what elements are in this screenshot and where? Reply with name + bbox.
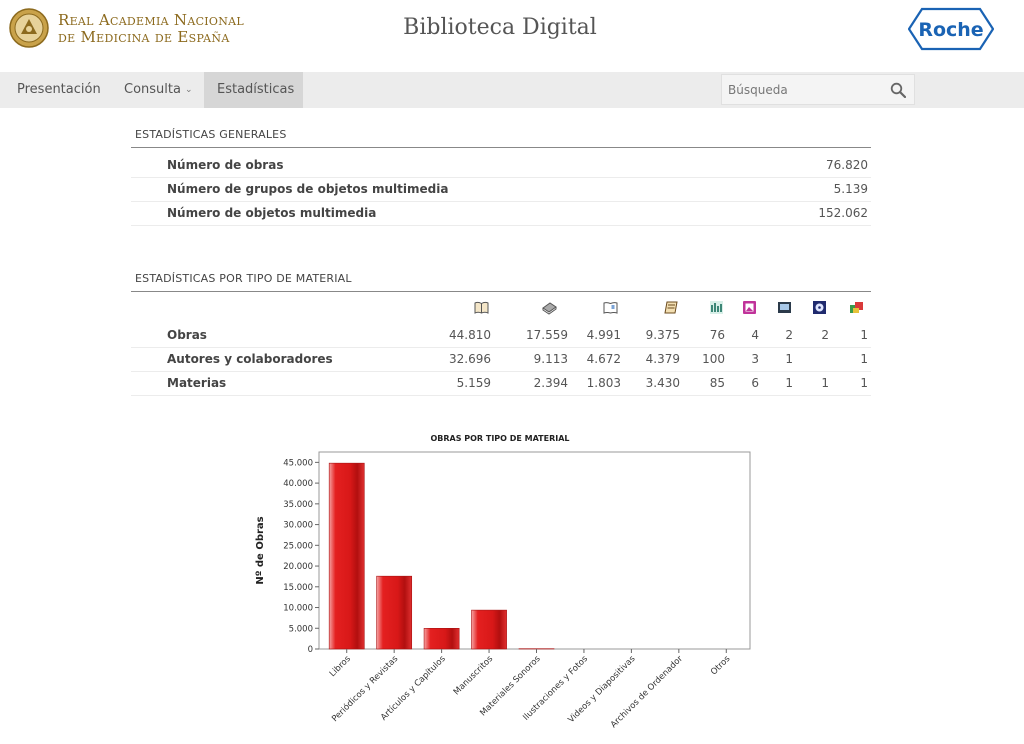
x-tick-label: Otros [709,654,733,678]
material-cell: 100 [702,352,725,366]
nav-item-label: Consulta [124,82,181,97]
material-icons-header [422,296,871,322]
bar [376,575,413,650]
divider [131,291,871,292]
stats-row-label: Número de obras [167,158,284,172]
x-tick-label: Libros [328,654,353,679]
material-cell: 4.672 [586,352,621,366]
y-tick-label: 5.000 [289,624,313,634]
bar [423,628,460,650]
material-cell: 1 [785,352,793,366]
nav-item-label: Estadísticas [217,82,295,97]
roche-logo-text: Roche [918,19,983,41]
y-tick-label: 40.000 [283,479,313,489]
divider [131,147,871,148]
y-axis-label: Nº de Obras [255,516,266,584]
material-cell: 4 [751,328,759,342]
material-cell: 32.696 [449,352,491,366]
site-header: Real Academia Nacional de Medicina de Es… [0,0,1024,72]
material-cell: 6 [751,376,759,390]
chart-title: OBRAS POR TIPO DE MATERIAL [430,434,570,443]
x-tick-label: Manuscritos [452,654,496,698]
material-cell: 44.810 [449,328,491,342]
material-stats-title: ESTADÍSTICAS POR TIPO DE MATERIAL [135,272,352,285]
nav-item-label: Presentación [17,82,101,97]
stats-row-label: Número de grupos de objetos multimedia [167,182,449,196]
roche-logo[interactable]: Roche [908,7,994,51]
stats-row: Número de objetos multimedia 152.062 [131,201,871,226]
material-row: Autores y colaboradores 32.696 9.113 4.6… [131,347,871,372]
y-tick-label: 30.000 [283,521,313,531]
search-icon[interactable] [890,82,906,98]
nav-item-presentacion[interactable]: Presentación [4,72,114,108]
academy-name-line2: de Medicina de España [58,28,230,46]
y-tick-label: 35.000 [283,500,313,510]
material-cell: 5.159 [456,376,491,390]
material-cell: 17.559 [526,328,568,342]
material-row-label: Obras [167,328,207,342]
material-cell: 2.394 [533,376,568,390]
material-row: Obras 44.810 17.559 4.991 9.375 76 4 2 2… [131,323,871,348]
bar [471,609,507,650]
material-row-label: Autores y colaboradores [167,352,333,366]
material-cell: 1 [860,328,868,342]
y-tick-label: 20.000 [283,562,313,572]
academy-seal-icon[interactable] [9,8,49,48]
y-tick-label: 25.000 [283,541,313,551]
article-book-icon[interactable] [603,300,618,315]
scroll-icon[interactable] [664,300,679,315]
chevron-down-icon: ⌄ [184,85,193,95]
material-cell: 1 [821,376,829,390]
material-row: Materias 5.159 2.394 1.803 3.430 85 6 1 … [131,371,871,396]
photo-icon[interactable] [742,300,757,315]
digibib-brand-text: DIGIBIB [928,152,996,170]
stats-row-label: Número de objetos multimedia [167,206,377,220]
page-title: Biblioteca Digital [403,15,597,40]
y-tick-label: 0 [308,645,313,655]
material-cell: 4.379 [645,352,680,366]
stats-row-value: 76.820 [826,158,868,172]
material-cell: 85 [709,376,725,390]
material-cell: 3.430 [645,376,680,390]
academy-name[interactable]: Real Academia Nacional de Medicina de Es… [58,12,244,46]
other-material-icon[interactable] [849,300,864,315]
material-row-label: Materias [167,376,227,390]
material-cell: 9.375 [645,328,680,342]
nav-item-consulta[interactable]: Consulta ⌄ [111,72,206,108]
open-book-icon[interactable] [474,300,489,315]
audio-icon[interactable] [709,300,724,315]
periodical-icon[interactable] [542,300,557,315]
stats-row: Número de obras 76.820 [131,153,871,178]
material-cell: 9.113 [533,352,568,366]
stats-row-value: 5.139 [833,182,868,196]
search-input[interactable] [726,82,880,98]
digibib-brand[interactable]: DIGIBIB [928,152,996,170]
material-cell: 1.803 [586,376,621,390]
material-cell: 1 [860,352,868,366]
nav-item-estadisticas[interactable]: Estadísticas [204,72,303,108]
video-icon[interactable] [777,300,792,315]
disc-icon[interactable] [812,300,827,315]
material-cell: 76 [709,328,725,342]
general-stats-title: ESTADÍSTICAS GENERALES [135,128,287,141]
material-bar-chart: 0 5.000 10.000 15.000 20.000 25.000 30.000 35.0… [255,451,751,730]
y-tick-label: 10.000 [283,604,313,614]
stats-row: Número de grupos de objetos multimedia 5… [131,177,871,202]
stats-row-value: 152.062 [818,206,868,220]
material-cell: 1 [860,376,868,390]
y-tick-label: 15.000 [283,583,313,593]
search-box [721,74,915,105]
material-cell: 2 [785,328,793,342]
material-cell: 1 [785,376,793,390]
material-cell: 2 [821,328,829,342]
y-tick-label: 45.000 [283,458,313,468]
academy-name-line1: Real Academia Nacional [58,11,245,29]
material-cell: 3 [751,352,759,366]
bar [328,462,365,650]
material-cell: 4.991 [586,328,621,342]
